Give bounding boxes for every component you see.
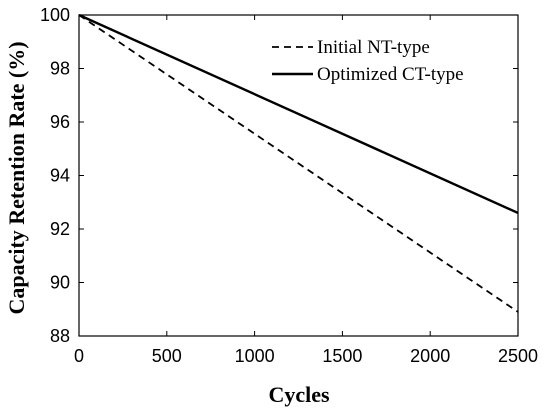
x-axis-title: Cycles bbox=[268, 382, 330, 407]
y-tick-label: 92 bbox=[50, 219, 70, 239]
y-tick-label: 96 bbox=[50, 112, 70, 132]
legend-label-2: Optimized CT-type bbox=[317, 64, 464, 85]
axes: Cycles Capacity Retention Rate (%) 0 500 1… bbox=[4, 5, 538, 407]
x-tick-label: 2500 bbox=[498, 346, 538, 366]
x-tick-label: 0 bbox=[74, 346, 84, 366]
legend-label-1: Initial NT-type bbox=[317, 37, 430, 58]
x-tick-label: 2000 bbox=[410, 346, 450, 366]
x-tick-label: 1500 bbox=[322, 346, 362, 366]
y-tick-label: 88 bbox=[50, 326, 70, 346]
series-line-2 bbox=[78, 13, 519, 215]
plot-area bbox=[78, 13, 519, 313]
legend: Initial NT-type Optimized CT-type bbox=[272, 37, 464, 85]
y-tick-label: 100 bbox=[40, 5, 70, 25]
x-tick-label: 1000 bbox=[235, 346, 275, 366]
y-tick-label: 98 bbox=[50, 59, 70, 79]
series-line-1 bbox=[78, 14, 519, 313]
y-tick-label: 94 bbox=[50, 166, 70, 186]
y-tick-label: 90 bbox=[50, 273, 70, 293]
x-tick-label: 500 bbox=[152, 346, 182, 366]
y-axis-title: Capacity Retention Rate (%) bbox=[4, 41, 29, 314]
